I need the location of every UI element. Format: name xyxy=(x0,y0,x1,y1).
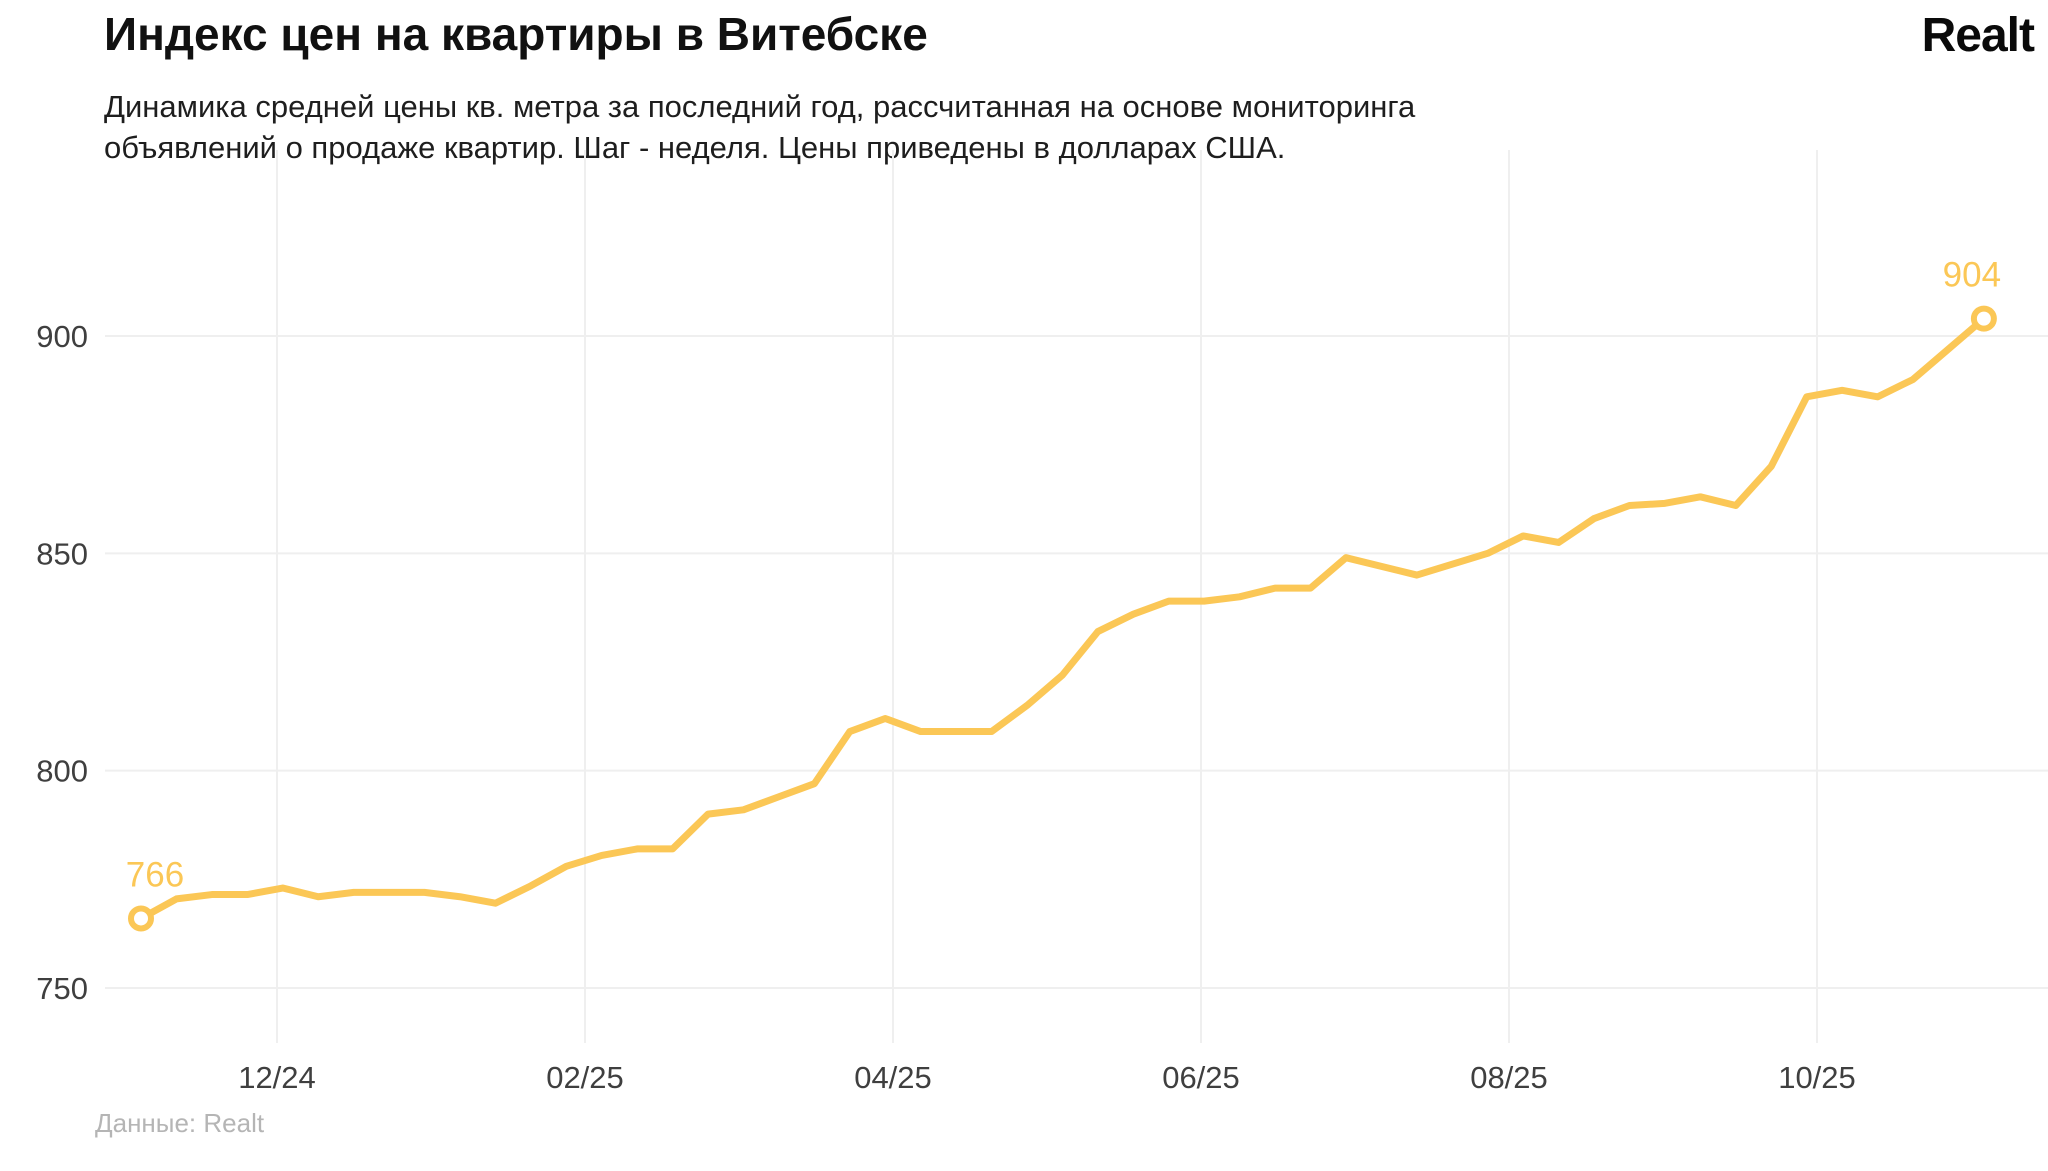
chart-subtitle-line1: Динамика средней цены кв. метра за после… xyxy=(104,89,1416,124)
realt-logo: Realt xyxy=(1921,9,2035,62)
y-tick-label-900: 900 xyxy=(36,319,88,354)
chart-title: Индекс цен на квартиры в Витебске xyxy=(104,8,928,60)
x-tick-label-12/24: 12/24 xyxy=(238,1060,316,1095)
y-tick-label-850: 850 xyxy=(36,536,88,571)
y-tick-label-800: 800 xyxy=(36,754,88,789)
first-point-label: 766 xyxy=(126,855,184,894)
chart-subtitle-line2: объявлений о продаже квартир. Шаг - неде… xyxy=(104,130,1286,165)
data-source-note: Данные: Realt xyxy=(95,1108,265,1138)
label-layer: 766 904 xyxy=(126,256,2001,895)
series-layer xyxy=(128,305,1997,932)
x-tick-label-02/25: 02/25 xyxy=(546,1060,624,1095)
price-line xyxy=(137,315,1988,922)
chart-subtitle: Динамика средней цены кв. метра за после… xyxy=(104,86,1415,168)
y-tick-label-750: 750 xyxy=(36,971,88,1006)
first-point-marker xyxy=(128,905,154,932)
last-point-label: 904 xyxy=(1943,256,2001,295)
grid-layer: 900 850 800 750 12/24 02/25 04/25 06/25 08/25 10/… xyxy=(36,150,2048,1095)
x-tick-label-06/25: 06/25 xyxy=(1162,1060,1240,1095)
last-point-marker xyxy=(1970,305,1997,332)
x-tick-label-10/25: 10/25 xyxy=(1778,1060,1856,1095)
x-tick-label-04/25: 04/25 xyxy=(854,1060,932,1095)
x-tick-label-08/25: 08/25 xyxy=(1470,1060,1548,1095)
